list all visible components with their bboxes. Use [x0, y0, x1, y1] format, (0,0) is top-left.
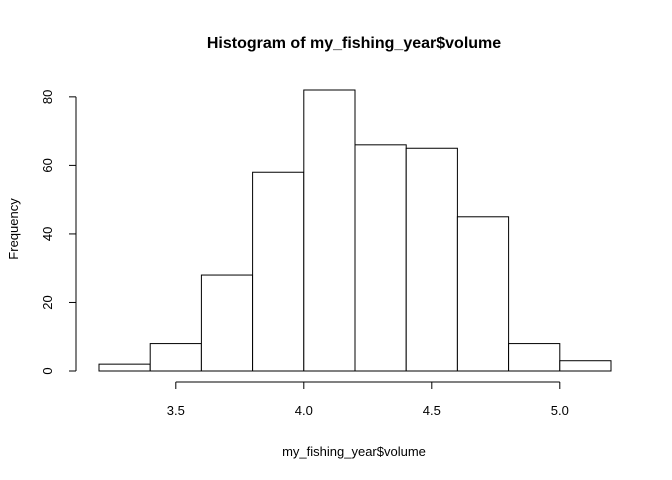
chart-title: Histogram of my_fishing_year$volume: [207, 35, 501, 52]
histogram-bar: [508, 343, 561, 372]
histogram-bar: [303, 89, 356, 372]
histogram-bar: [200, 274, 254, 372]
histogram-bar: [149, 343, 202, 372]
x-tick-label: 3.5: [167, 403, 185, 418]
y-axis-label: Frequency: [6, 198, 21, 260]
histogram-bar: [559, 360, 612, 372]
histogram-bar: [354, 144, 407, 372]
histogram-bar: [252, 171, 305, 372]
x-tick-label: 4.5: [423, 403, 441, 418]
histogram-bar: [405, 147, 458, 372]
y-tick-label: 60: [40, 158, 55, 172]
x-tick-label: 4.0: [295, 403, 313, 418]
x-axis-label: my_fishing_year$volume: [282, 444, 426, 459]
y-tick-label: 20: [40, 295, 55, 309]
x-tick-label: 5.0: [551, 403, 569, 418]
y-tick-label: 40: [40, 227, 55, 241]
bars-group: [98, 89, 612, 372]
histogram-bar: [456, 216, 510, 372]
y-tick-label: 0: [40, 367, 55, 374]
histogram-bar: [98, 363, 151, 372]
x-axis: 3.5 4.0 4.5 5.0: [167, 381, 569, 418]
y-tick-label: 80: [40, 90, 55, 104]
y-axis: 0 20 40 60 80: [40, 90, 77, 375]
